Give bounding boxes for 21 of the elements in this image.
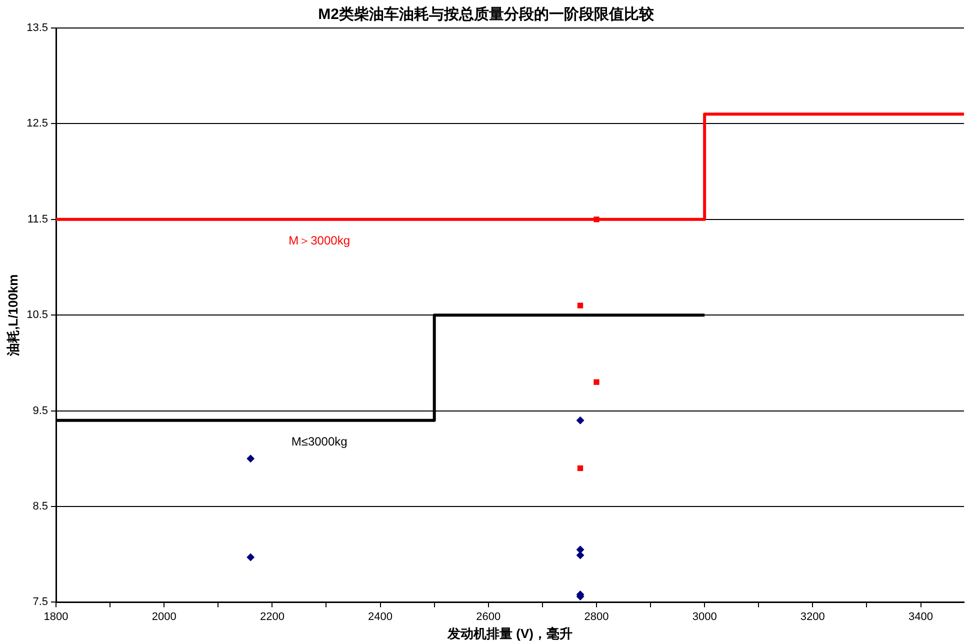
x-axis-title: 发动机排量 (V)，毫升 [446, 626, 572, 641]
chart-title: M2类柴油车油耗与按总质量分段的一阶段限值比较 [318, 5, 655, 24]
y-tick-label: 8.5 [32, 500, 48, 513]
y-tick-label: 13.5 [26, 22, 48, 34]
y-tick-label: 12.5 [26, 118, 48, 130]
x-tick-label: 3000 [692, 610, 717, 623]
y-tick-label: 7.5 [32, 596, 48, 608]
y-axis-title: 油耗,L/100km [5, 274, 20, 357]
x-tick-label: 2800 [584, 610, 609, 623]
x-tick-label: 2000 [152, 610, 176, 623]
x-tick-label: 2400 [368, 610, 393, 623]
x-tick-label: 1800 [44, 610, 68, 623]
annotation: M＞3000kg [288, 234, 350, 248]
y-tick-label: 9.5 [32, 404, 48, 417]
x-tick-label: 2600 [476, 610, 501, 623]
annotation: M≤3000kg [291, 434, 348, 449]
x-tick-label: 3400 [908, 610, 934, 623]
y-tick-label: 10.5 [26, 309, 48, 322]
x-tick-label: 3200 [800, 610, 825, 623]
y-tick-label: 11.5 [27, 213, 48, 226]
x-tick-label: 2200 [260, 610, 284, 623]
